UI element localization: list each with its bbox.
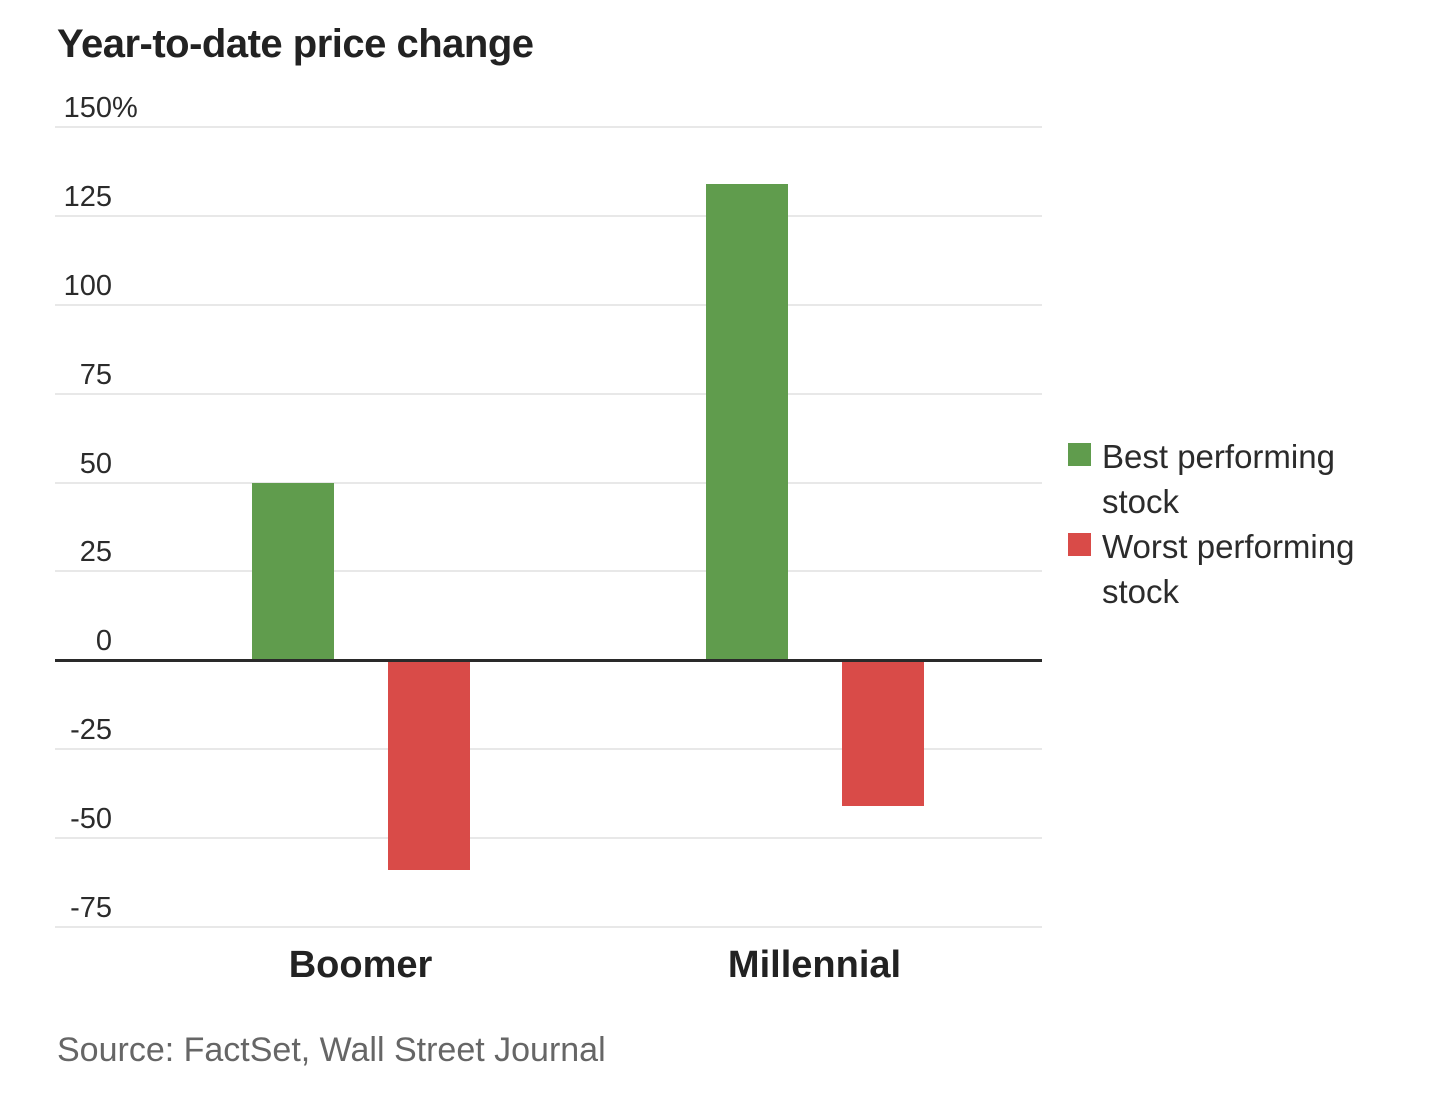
y-tick-label-0: 0	[95, 625, 112, 658]
gridline-75	[55, 392, 1042, 395]
gridline-125	[55, 214, 1042, 217]
y-tick-label-150: 150%	[63, 92, 138, 124]
y-unit-suffix: %	[112, 92, 138, 124]
gridline--50	[55, 837, 1042, 840]
category-label-millennial: Millennial	[727, 944, 902, 986]
legend-label-best: Best performing stock	[1102, 438, 1335, 520]
gridline--75	[55, 926, 1042, 928]
bar-worst-millennial	[841, 660, 924, 807]
gridline-50	[55, 481, 1042, 484]
zero-baseline	[55, 659, 1042, 663]
gridline-25	[55, 570, 1042, 573]
y-tick-label-100: 100	[63, 269, 112, 302]
chart-title: Year-to-date price change	[57, 22, 534, 66]
bar-best-millennial	[705, 183, 788, 661]
bar-best-boomer	[251, 482, 334, 661]
y-tick-label-125: 125	[63, 180, 112, 213]
y-tick-label--75: -75	[70, 892, 112, 924]
bar-worst-boomer	[387, 660, 470, 871]
legend-item-best: Best performing stock	[1068, 434, 1407, 524]
gridline--25	[55, 748, 1042, 751]
gridline-150	[55, 126, 1042, 128]
y-tick-label--25: -25	[70, 714, 112, 747]
y-tick-label--50: -50	[70, 803, 112, 836]
legend-label-worst: Worst performing stock	[1102, 528, 1355, 610]
legend-item-worst: Worst performing stock	[1068, 524, 1407, 614]
gridline-100	[55, 303, 1042, 306]
y-tick-label-75: 75	[79, 358, 112, 391]
plot-area	[55, 126, 1042, 928]
y-tick-label-50: 50	[79, 447, 112, 480]
category-label-boomer: Boomer	[288, 944, 433, 986]
source-line: Source: FactSet, Wall Street Journal	[57, 1031, 606, 1069]
legend-swatch-best	[1068, 443, 1091, 466]
legend: Best performing stock Worst performing s…	[1068, 434, 1407, 614]
y-tick-label-25: 25	[79, 536, 112, 569]
legend-swatch-worst	[1068, 533, 1091, 556]
